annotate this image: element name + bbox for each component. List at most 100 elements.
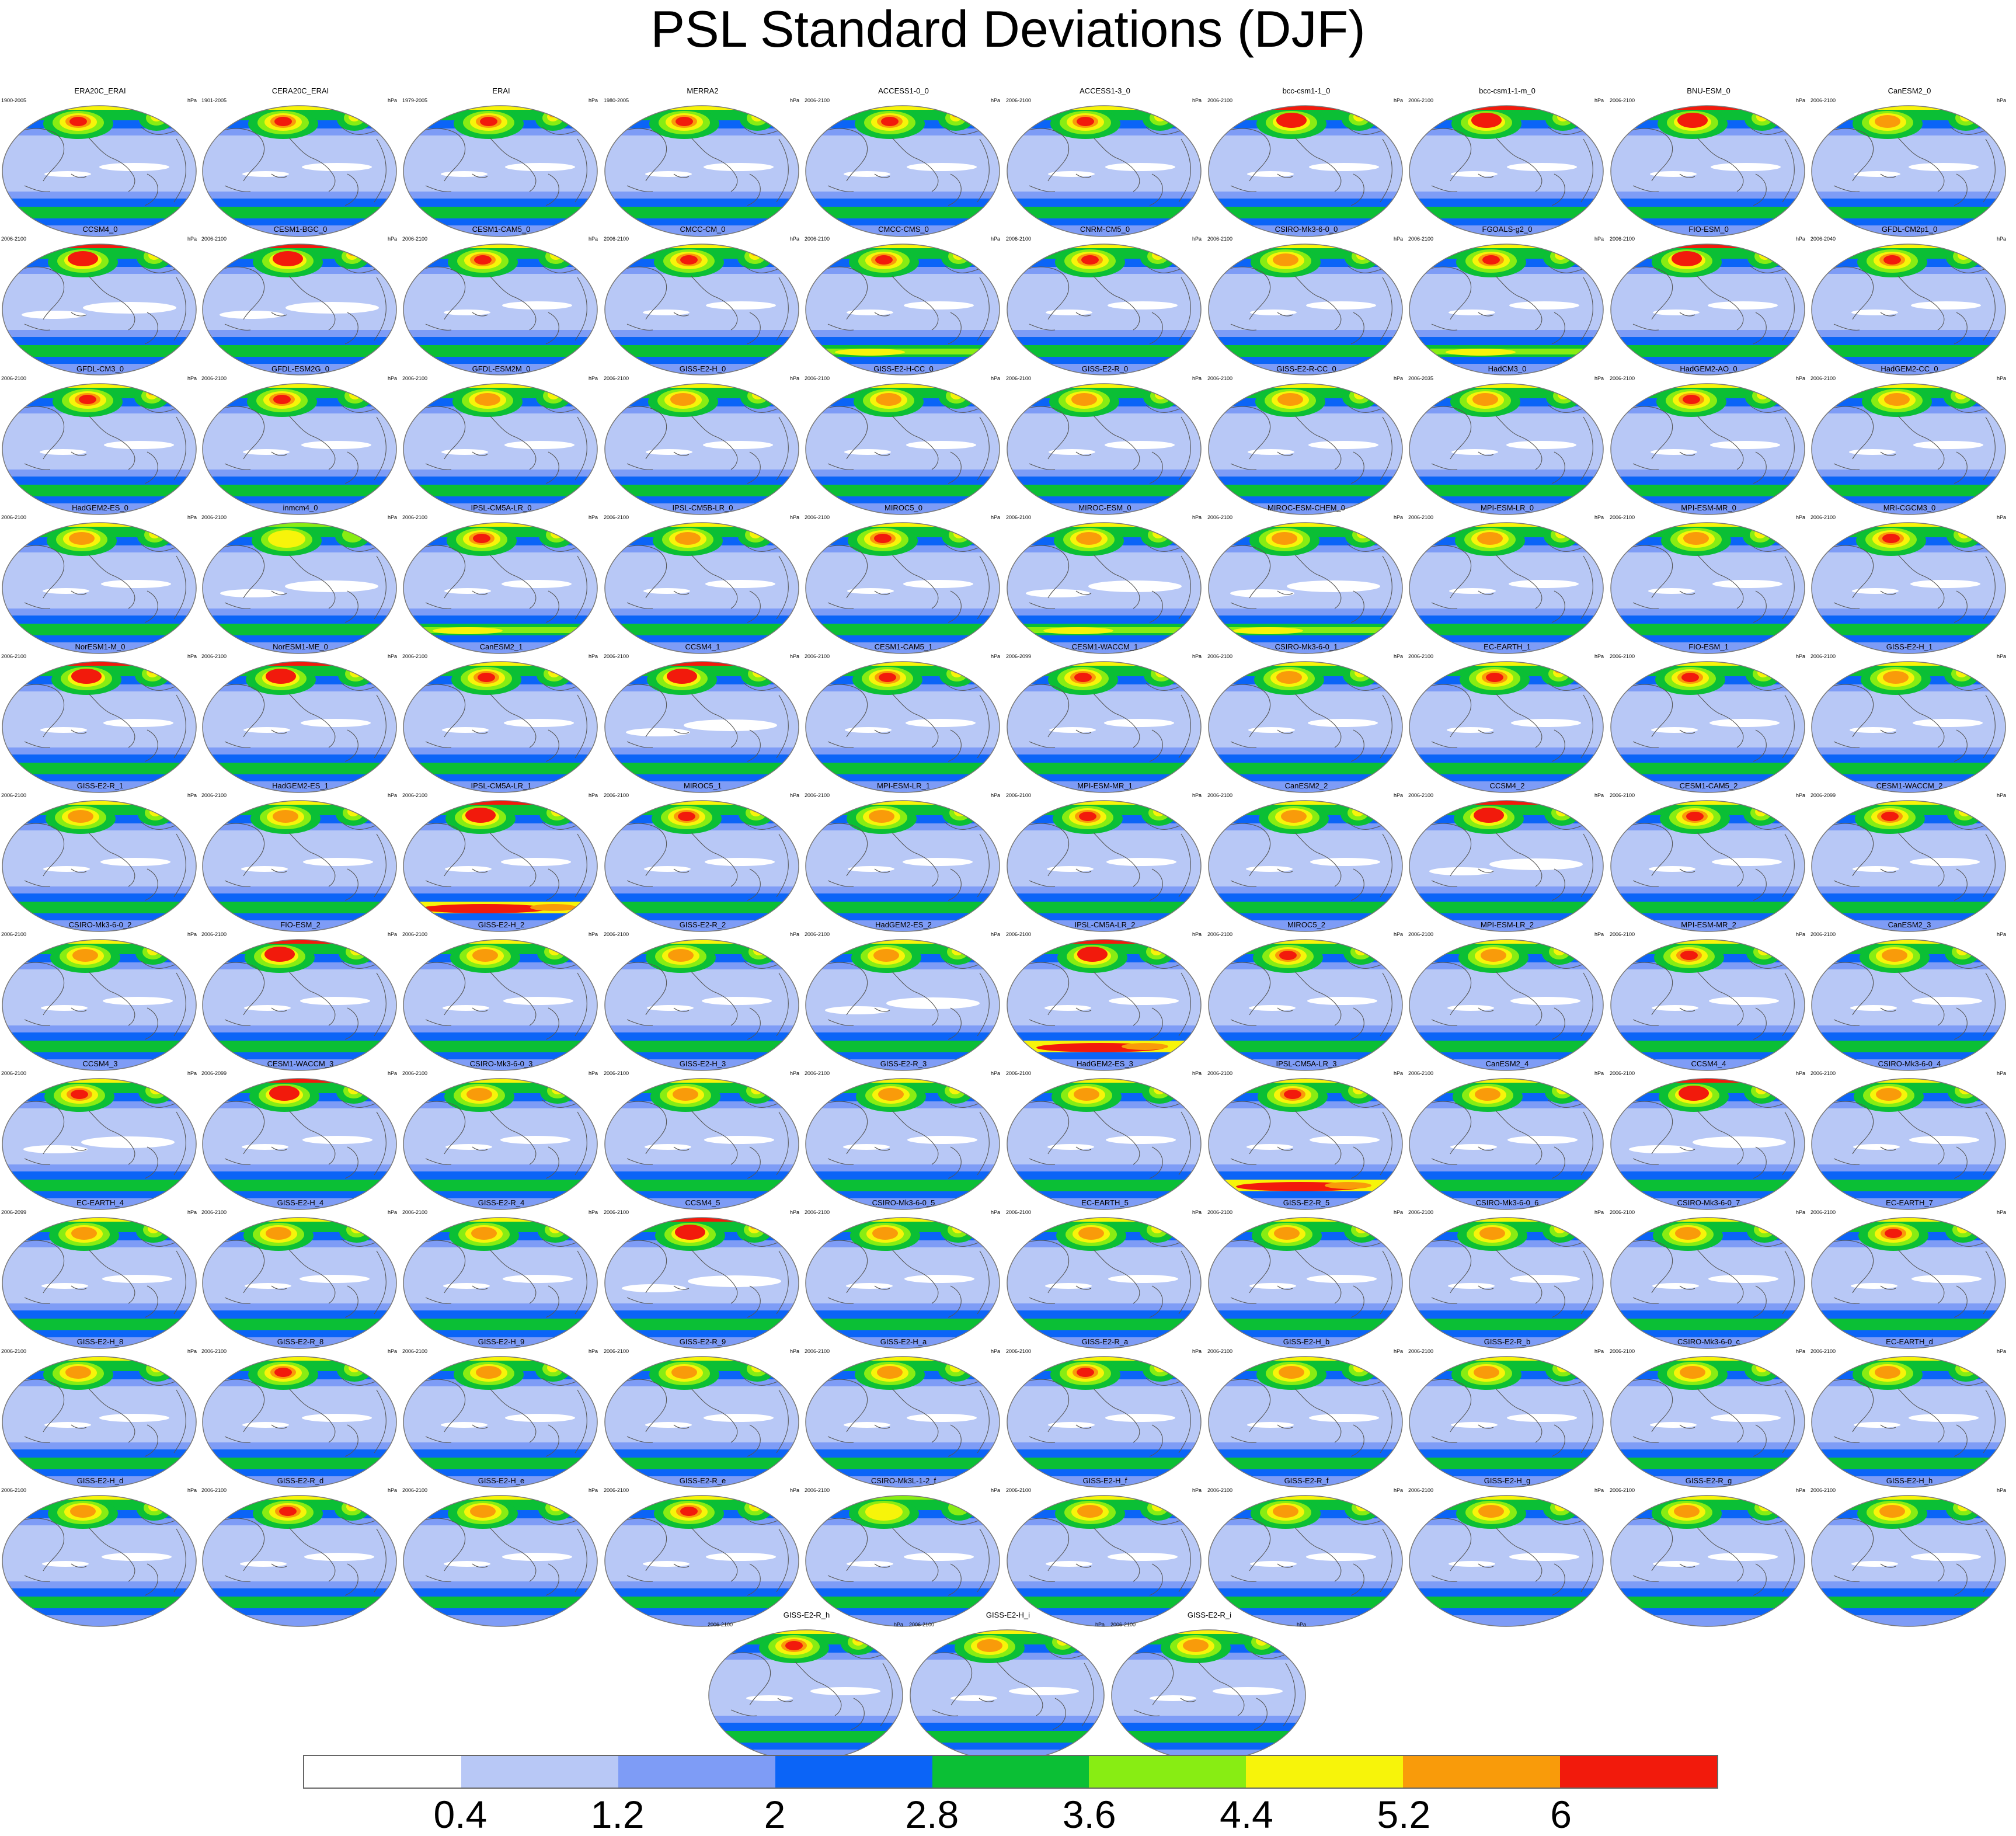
map-panel: ACCESS1-3_0 2006-2100 hPa	[1005, 86, 1205, 242]
panel-title: EC-EARTH_1	[1484, 642, 1531, 651]
map-panel: GISS-E2-H_3 2006-2100 hPa	[603, 1059, 803, 1215]
panel-title: GISS-E2-R_3	[880, 1059, 927, 1068]
projected-map	[1811, 522, 2006, 654]
panel-year-range: 2006-2100	[1810, 653, 1836, 659]
map-panel: CERA20C_ERAI 1901-2005 hPa	[200, 86, 401, 242]
map-panel: CCSM4_5 2006-2100 hPa	[603, 1198, 803, 1354]
projected-map	[1208, 105, 1403, 237]
colorbar-box	[775, 1756, 932, 1788]
panel-title: ACCESS1-3_0	[1080, 86, 1130, 95]
projected-map	[1208, 939, 1403, 1071]
panel-year-range: 2006-2100	[604, 1348, 629, 1354]
panel-year-range: 2006-2100	[1207, 653, 1233, 659]
panel-units: hPa	[187, 1070, 197, 1076]
panel-year-range: 2006-2100	[201, 236, 227, 242]
panel-title: CMCC-CM_0	[680, 225, 726, 234]
panel-units: hPa	[588, 792, 598, 798]
panel-title: CCSM4_4	[1691, 1059, 1726, 1068]
panel-title: MIROC-ESM-CHEM_0	[1268, 503, 1345, 512]
projected-map	[1610, 1217, 1805, 1349]
panel-title: bcc-csm1-1_0	[1282, 86, 1331, 95]
map-panel: GISS-E2-H_2 2006-2100 hPa	[401, 920, 601, 1076]
map-panel: MPI-ESM-MR_0 2006-2100 hPa	[1608, 503, 1809, 659]
panel-units: hPa	[789, 931, 799, 937]
map-panel: EC-EARTH_d 2006-2100 hPa	[1809, 1337, 2010, 1493]
panel-units: hPa	[1795, 653, 1805, 659]
projected-map	[1007, 939, 1202, 1071]
map-panel: MIROC5_2 2006-2100 hPa	[1206, 920, 1406, 1076]
projected-map	[805, 939, 1000, 1071]
panel-title: GISS-E2-R_9	[679, 1337, 726, 1346]
projected-map	[202, 244, 397, 375]
projected-map	[2, 383, 197, 515]
map-panel: FIO-ESM_2 2006-2100 hPa	[200, 920, 401, 1076]
panel-year-range: 2006-2100	[1810, 1487, 1836, 1493]
colorbar-box	[1403, 1756, 1561, 1788]
panel-year-range: 2006-2100	[1006, 514, 1032, 520]
projected-map	[202, 1495, 397, 1627]
panel-year-range: 2006-2100	[1207, 236, 1233, 242]
panel-year-range: 2006-2100	[402, 931, 428, 937]
panel-title: GFDL-ESM2G_0	[271, 364, 329, 373]
panel-title: EC-EARTH_d	[1886, 1337, 1933, 1346]
panel-year-range: 2006-2100	[1810, 931, 1836, 937]
panel-title: MRI-CGCM3_0	[1883, 503, 1936, 512]
panel-units: hPa	[1795, 1209, 1805, 1215]
projected-map	[1610, 800, 1805, 932]
map-panel: GISS-E2-R_h 2006-2100 hPa	[706, 1611, 907, 1766]
projected-map	[604, 244, 799, 375]
panel-year-range: 1980-2005	[604, 98, 629, 103]
panel-title: FIO-ESM_1	[1688, 642, 1729, 651]
panel-year-range: 2006-2100	[1610, 1070, 1635, 1076]
panel-units: hPa	[893, 1622, 903, 1628]
map-panel: CESM1-WACCM_2 2006-2099 hPa	[1809, 781, 2010, 937]
panel-units: hPa	[1594, 931, 1604, 937]
panel-units: hPa	[187, 1209, 197, 1215]
panel-year-range: 2006-2100	[1610, 931, 1635, 937]
projected-map	[805, 522, 1000, 654]
projected-map	[1811, 383, 2006, 515]
projected-map	[1208, 1217, 1403, 1349]
panel-title: GISS-E2-R_5	[1283, 1198, 1330, 1207]
panel-title: GISS-E2-H_e	[478, 1476, 525, 1485]
panel-year-range: 2006-2100	[402, 1070, 428, 1076]
map-panel: CCSM4_2 2006-2100 hPa	[1407, 781, 1607, 937]
panel-units: hPa	[1393, 514, 1403, 520]
colorbar-tick-label: 1.2	[590, 1793, 645, 1836]
panel-title: FIO-ESM_2	[280, 920, 321, 929]
map-panel: GFDL-CM3_0 2006-2100 hPa	[0, 364, 200, 520]
panel-units: hPa	[990, 1487, 1000, 1493]
panel-title: MPI-ESM-LR_2	[1480, 920, 1534, 929]
projected-map	[805, 244, 1000, 375]
panel-year-range: 2006-2100	[201, 931, 227, 937]
projected-map	[1007, 661, 1202, 793]
map-panel: MRI-CGCM3_0 2006-2100 hPa	[1809, 503, 2010, 659]
panel-year-range: 2006-2100	[1, 653, 27, 659]
map-panel: GISS-E2-R_9 2006-2100 hPa	[603, 1337, 803, 1493]
panel-units: hPa	[1393, 236, 1403, 242]
map-panel: MIROC-ESM_0 2006-2100 hPa	[1005, 503, 1205, 659]
map-panel: CanESM2_4 2006-2100 hPa	[1407, 1059, 1607, 1215]
panel-units: hPa	[588, 236, 598, 242]
map-panel: CanESM2_3 2006-2100 hPa	[1809, 920, 2010, 1076]
projected-map	[1811, 244, 2006, 375]
panel-units: hPa	[387, 98, 397, 103]
panel-title: MPI-ESM-MR_1	[1077, 781, 1133, 790]
map-panel: GISS-E2-H_8 2006-2100 hPa	[0, 1337, 200, 1493]
panel-title: bcc-csm1-1-m_0	[1479, 86, 1535, 95]
projected-map	[1208, 522, 1403, 654]
map-panel: IPSL-CM5A-LR_0 2006-2100 hPa	[401, 503, 601, 659]
projected-map	[1409, 105, 1604, 237]
panel-units: hPa	[1795, 375, 1805, 381]
panel-units: hPa	[1996, 514, 2006, 520]
map-panel: ERAI 1979-2005 hPa	[401, 86, 601, 242]
panel-year-range: 2006-2040	[1810, 236, 1836, 242]
panel-units: hPa	[990, 514, 1000, 520]
projected-map	[1007, 1495, 1202, 1627]
colorbar-box	[1560, 1756, 1718, 1788]
panel-title: CanESM2_4	[1485, 1059, 1529, 1068]
panel-title: CSIRO-Mk3-6-0_5	[872, 1198, 935, 1207]
projected-map	[1007, 244, 1202, 375]
projected-map	[805, 1217, 1000, 1349]
panel-units: hPa	[1594, 1209, 1604, 1215]
